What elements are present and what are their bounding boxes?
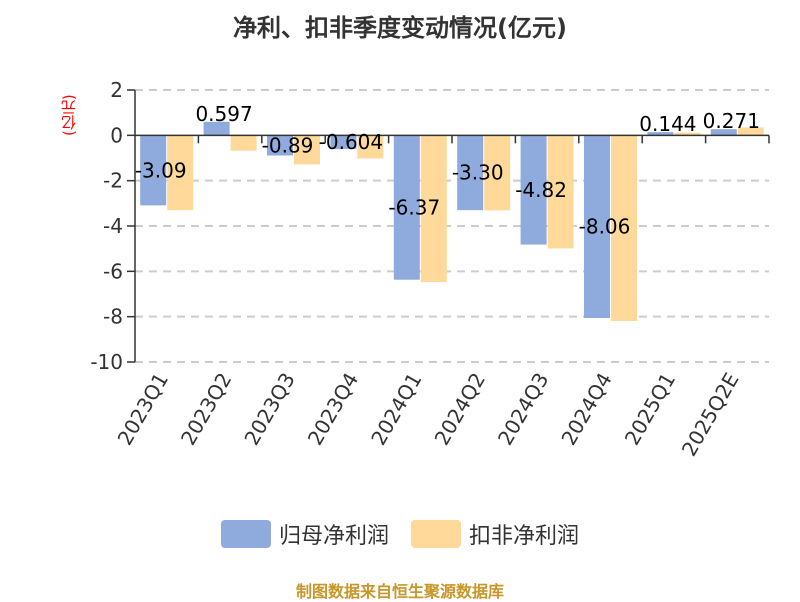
x-tick-label: 2024Q2 [430,369,490,450]
bar[interactable] [737,127,764,136]
data-source-footer: 制图数据来自恒生聚源数据库 [295,582,504,601]
bar[interactable] [710,129,737,136]
y-tick-label: -8 [103,305,123,329]
y-tick-label: -4 [103,214,123,238]
legend-label-deducted-profit: 扣非净利润 [469,524,580,549]
bar[interactable] [230,135,257,151]
bar[interactable] [584,135,610,319]
x-tick-label: 2023Q4 [303,369,363,450]
bar[interactable] [357,135,384,159]
data-labels: -3.09 0.597 -0.89 -0.604 -6.37 -3.30 -4.82 -8.0… [135,102,760,239]
x-tick-label: 2023Q2 [176,369,236,450]
data-label: 0.144 [639,112,696,136]
x-tick-label: 2023Q3 [239,369,299,450]
x-tick-label: 2024Q3 [493,369,553,450]
bar[interactable] [267,135,293,156]
bar[interactable] [294,135,320,165]
data-label: -0.89 [262,133,314,157]
y-tick-label: -2 [103,169,123,193]
data-label: -0.604 [319,130,383,154]
bar[interactable] [484,135,511,211]
bar[interactable] [611,135,637,321]
x-tick-label: 2024Q4 [556,369,616,450]
x-tick-label: 2025Q2E [677,369,744,461]
legend-label-net-profit: 归母净利润 [278,524,389,549]
bar[interactable] [420,135,447,282]
chart-title: 净利、扣非季度变动情况(亿元) [233,14,567,42]
y-tick-label: -6 [103,259,123,283]
legend: 归母净利润 扣非净利润 [0,518,800,550]
bar[interactable] [330,135,357,150]
legend-item-net-profit[interactable]: 归母净利润 [220,518,389,550]
legend-swatch-net-profit [220,520,271,548]
data-label: -3.09 [135,158,187,182]
x-tick-label: 2025Q1 [620,369,680,450]
data-label: -4.82 [515,178,567,202]
bar[interactable] [674,132,701,136]
legend-swatch-deducted-profit [411,520,461,548]
data-label: 0.271 [703,109,760,133]
legend-item-deducted-profit[interactable]: 扣非净利润 [411,518,579,550]
data-label: -3.30 [452,161,504,185]
x-tick-label: 2023Q1 [113,369,173,450]
bar[interactable] [140,135,167,206]
y-tick-label: 2 [110,78,123,102]
data-label: 0.597 [195,102,252,126]
bar[interactable] [203,121,230,136]
bar[interactable] [457,135,484,211]
data-label: -6.37 [388,196,440,220]
bar[interactable] [547,135,574,249]
x-tick-label: 2024Q1 [366,369,426,450]
bar[interactable] [393,135,420,280]
data-label: -8.06 [579,215,631,239]
gridlines [135,89,769,363]
bar[interactable] [647,132,674,136]
bars [140,121,764,321]
bar[interactable] [167,135,194,211]
bar[interactable] [520,135,547,245]
y-tick-label: -10 [90,350,123,374]
y-tick-label: 0 [110,123,123,147]
